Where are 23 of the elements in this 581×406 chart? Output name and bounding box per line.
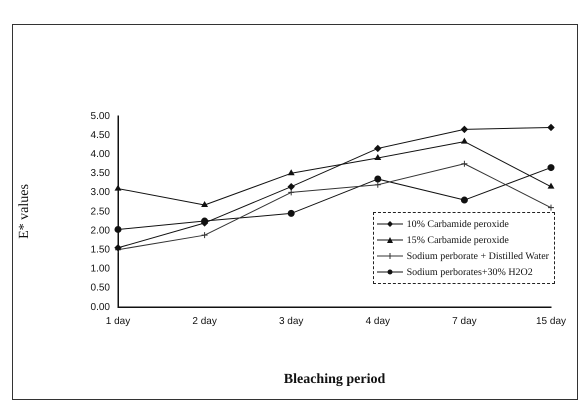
y-tick-label: 0.00 <box>90 302 110 313</box>
x-axis-title: Bleaching period <box>284 372 386 388</box>
legend-label: 15% Carbamide peroxide <box>406 234 509 246</box>
legend-label: Sodium perborate + Distilled Water <box>406 250 549 262</box>
y-tick-label: 4.50 <box>90 130 110 141</box>
x-tick-label: 4 day <box>366 316 390 327</box>
y-tick-label: 2.00 <box>90 225 110 236</box>
y-tick-label: 2.50 <box>90 206 110 218</box>
x-tick-label: 1 day <box>106 316 130 327</box>
y-tick-label: 3.50 <box>90 168 110 180</box>
y-tick-label: 3.00 <box>90 187 110 198</box>
y-axis-title: E* values <box>17 184 32 239</box>
y-tick-label: 1.50 <box>90 244 110 256</box>
y-tick-label: 1.00 <box>90 264 110 275</box>
legend-label: Sodium perborates+30% H2O2 <box>406 266 533 278</box>
x-tick-label: 15 day <box>536 316 566 327</box>
x-tick-label: 2 day <box>192 316 217 327</box>
y-tick-label: 4.00 <box>90 148 110 160</box>
legend-label: 10% Carbamide peroxide <box>406 218 509 230</box>
x-tick-label: 7 day <box>452 316 477 327</box>
y-tick-label: 0.50 <box>90 282 110 294</box>
x-tick-label: 3 day <box>278 316 304 327</box>
y-tick-label: 5.00 <box>90 110 110 122</box>
